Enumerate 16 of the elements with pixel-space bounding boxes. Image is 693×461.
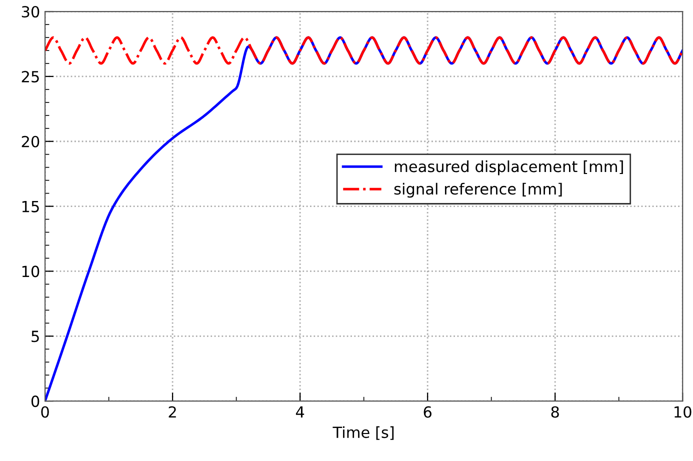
legend-label: measured displacement [mm] xyxy=(394,160,623,176)
x-tick-label: 2 xyxy=(168,406,176,418)
x-tick-label: 4 xyxy=(296,406,304,418)
x-axis-title: Time [s] xyxy=(332,426,394,440)
y-tick-label: 0 xyxy=(31,396,40,408)
y-tick-label: 5 xyxy=(32,330,39,342)
y-tick-label: 20 xyxy=(22,136,40,148)
legend-label: signal reference [mm] xyxy=(394,182,562,198)
y-tick-label: 10 xyxy=(22,266,40,278)
y-tick-label: 25 xyxy=(22,70,39,82)
x-tick-label: 10 xyxy=(674,406,692,418)
x-tick-label: 6 xyxy=(424,406,432,418)
y-tick-label: 30 xyxy=(22,6,40,18)
x-tick-label: 8 xyxy=(551,406,559,418)
y-tick-label: 15 xyxy=(22,200,39,212)
x-tick-label: 0 xyxy=(41,406,49,418)
